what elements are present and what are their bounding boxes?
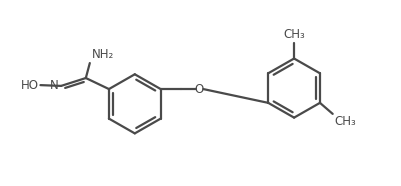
Text: HO: HO: [21, 79, 39, 92]
Text: O: O: [194, 83, 204, 96]
Text: CH₃: CH₃: [283, 28, 305, 41]
Text: CH₃: CH₃: [334, 116, 356, 129]
Text: NH₂: NH₂: [91, 49, 113, 62]
Text: N: N: [50, 79, 59, 92]
